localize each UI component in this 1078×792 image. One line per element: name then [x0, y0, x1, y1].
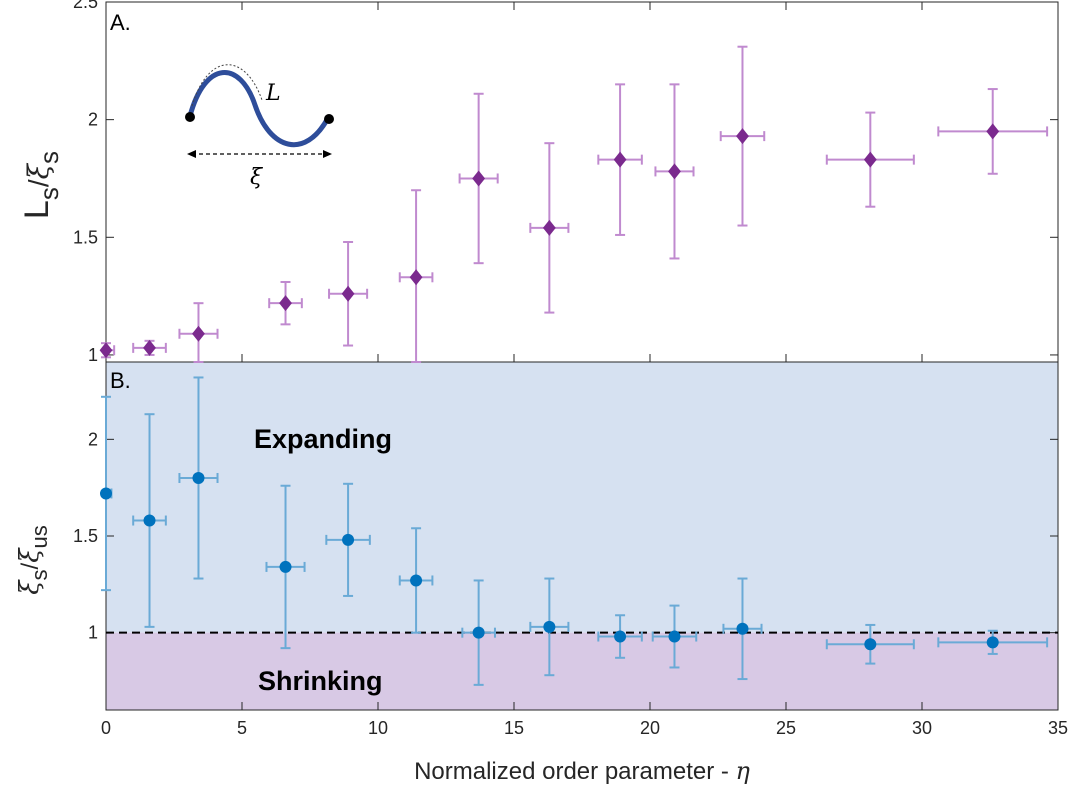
panel-b-y-axis-label: ξs/ξus [15, 525, 52, 595]
panel-a-point [542, 219, 556, 236]
panel-a-y-axis-label: Ls/ξs [18, 151, 64, 219]
inset-endpoint-right [324, 114, 334, 124]
panel-a-point [863, 151, 877, 168]
panel-a-point [192, 325, 205, 342]
inset-length-arc [191, 64, 263, 107]
region-expanding [106, 362, 1058, 633]
x-tick-label: 5 [237, 718, 247, 738]
panel-a-point [668, 163, 681, 180]
region-shrinking [106, 632, 1058, 710]
panel-a-y-tick-label: 2.5 [73, 0, 98, 12]
x-tick-label: 20 [640, 718, 660, 738]
panel-b-point [192, 472, 205, 484]
panel-a-point [472, 170, 486, 187]
panel-b-point [410, 574, 423, 587]
x-tick-label: 15 [504, 718, 524, 738]
inset-length-label: L [265, 81, 281, 106]
panel-a-point [986, 123, 1000, 140]
region-label-expanding: Expanding [254, 424, 392, 454]
panel-a-point [279, 295, 292, 312]
panel-b-point [986, 636, 999, 649]
inset-distance-label: ξ [250, 165, 264, 190]
panel-a-point [143, 339, 156, 356]
panel-b-point [279, 560, 292, 573]
x-axis-label: Normalized order parameter - η [414, 757, 750, 785]
inset-diagram: L ξ [185, 64, 334, 190]
panel-a-point [341, 285, 355, 302]
panel-b-y-tick-label: 2 [88, 429, 98, 449]
panel-b-series [100, 376, 1049, 686]
panel-a-point [99, 342, 113, 359]
x-ticks: 0 5 10 15 20 25 30 35 [101, 2, 1068, 738]
panel-b-errorbar [651, 604, 698, 669]
panel-a-point [736, 128, 749, 145]
panel-b-point [143, 514, 156, 527]
inset-arrowhead-right [323, 150, 332, 158]
panel-b-regions [106, 362, 1058, 710]
panel-b-point [864, 638, 877, 651]
panel-b-label: B. [110, 368, 131, 393]
inset-endpoint-left [185, 112, 195, 122]
panel-a-series [99, 45, 1049, 363]
region-label-shrinking: Shrinking [258, 666, 383, 696]
panel-b-point [100, 487, 112, 500]
panel-a-axes-box [105, 1, 1059, 363]
panel-b-y-ticks: 11.52 [73, 429, 1058, 643]
inset-wave-curve [187, 70, 331, 148]
panel-b-point [543, 620, 556, 633]
panel-b-y-tick-label: 1.5 [73, 526, 98, 546]
x-tick-label: 0 [101, 718, 111, 738]
panel-a-point [613, 151, 627, 168]
panel-a-y-tick-label: 1 [88, 345, 98, 365]
panel-b-point [472, 626, 485, 639]
panel-b-point [736, 622, 749, 635]
x-tick-label: 10 [368, 718, 388, 738]
x-tick-label: 25 [776, 718, 796, 738]
panel-a-y-ticks: 1 1.5 2 2.5 [73, 0, 1058, 365]
panel-b-y-tick-label: 1 [88, 623, 98, 643]
inset-arrowhead-left [187, 150, 196, 158]
panel-b-point [668, 630, 681, 643]
x-tick-label: 30 [912, 718, 932, 738]
panel-a-y-tick-label: 1.5 [73, 227, 98, 247]
panel-b-point [342, 533, 355, 546]
panel-a-y-tick-label: 2 [88, 110, 98, 130]
panel-b-point [614, 630, 627, 643]
panel-a-label: A. [110, 10, 131, 35]
x-tick-label: 35 [1048, 718, 1068, 738]
panel-a-point [409, 269, 423, 286]
